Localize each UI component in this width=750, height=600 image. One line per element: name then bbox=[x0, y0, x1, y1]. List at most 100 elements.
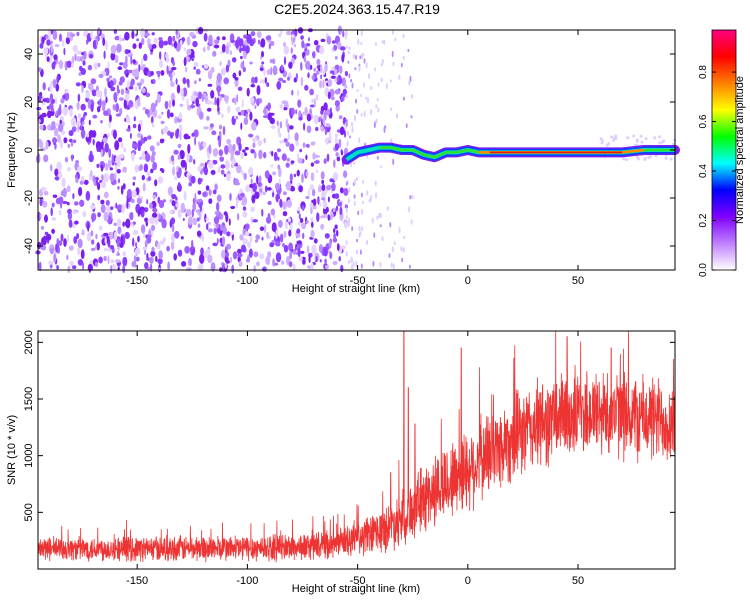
heatmap-cell bbox=[77, 238, 83, 249]
heatmap-cell bbox=[325, 206, 329, 213]
heatmap-cell bbox=[137, 97, 141, 107]
heatmap-cell bbox=[156, 141, 160, 147]
heatmap-cell bbox=[345, 120, 348, 127]
heatmap-cell bbox=[150, 102, 156, 112]
heatmap-cell bbox=[287, 123, 290, 134]
heatmap-cell bbox=[157, 242, 161, 250]
heatmap-cell bbox=[207, 45, 210, 51]
heatmap-cell bbox=[345, 207, 348, 214]
heatmap-cell bbox=[130, 55, 133, 65]
heatmap-cell bbox=[142, 107, 147, 111]
heatmap-cell bbox=[614, 134, 618, 138]
heatmap-cell bbox=[360, 94, 363, 98]
heatmap-cell bbox=[330, 211, 334, 220]
colorbar: 0.0 0.2 0.4 0.6 0.8 Normalized spectral ampl… bbox=[698, 29, 746, 277]
heatmap-cell bbox=[226, 173, 231, 182]
heatmap-cell bbox=[161, 168, 165, 173]
heatmap-cell bbox=[411, 194, 414, 200]
heatmap-cell bbox=[85, 91, 91, 99]
heatmap-cell bbox=[120, 185, 124, 195]
heatmap-cell bbox=[237, 256, 241, 263]
heatmap-cell bbox=[172, 99, 175, 107]
heatmap-cell bbox=[353, 161, 356, 165]
heatmap-cell bbox=[313, 160, 320, 164]
heatmap-cell bbox=[354, 67, 357, 71]
heatmap-cell bbox=[360, 113, 363, 117]
heatmap-cell bbox=[175, 78, 178, 85]
heatmap-cell bbox=[234, 97, 237, 106]
heatmap-cell bbox=[116, 238, 121, 248]
heatmap-cell bbox=[330, 75, 336, 79]
heatmap-cell bbox=[193, 91, 199, 96]
heatmap-cell bbox=[256, 175, 259, 185]
colorbar-ticks: 0.0 0.2 0.4 0.6 0.8 bbox=[698, 65, 736, 277]
heatmap-cell bbox=[172, 60, 175, 67]
heatmap-cell bbox=[306, 113, 312, 122]
heatmap-cell bbox=[295, 109, 298, 115]
figure-title: C2E5.2024.363.15.47.R19 bbox=[274, 1, 440, 17]
heatmap-cell bbox=[167, 261, 171, 271]
heatmap-cell bbox=[281, 153, 287, 161]
heatmap-cell bbox=[150, 168, 154, 174]
heatmap-cell bbox=[249, 111, 253, 121]
heatmap-cell bbox=[126, 198, 129, 209]
heatmap-cell bbox=[625, 158, 629, 162]
heatmap-cell bbox=[124, 93, 130, 101]
heatmap-cell bbox=[309, 104, 316, 108]
heatmap-cell bbox=[144, 32, 150, 37]
heatmap-cell bbox=[75, 82, 81, 87]
heatmap-cell bbox=[210, 170, 216, 175]
heatmap-cell bbox=[230, 149, 235, 156]
heatmap-cell bbox=[54, 44, 60, 48]
heatmap-cell bbox=[380, 165, 383, 169]
heatmap-cell bbox=[347, 198, 350, 203]
heatmap-cell bbox=[268, 43, 271, 50]
heatmap-cell bbox=[39, 188, 43, 197]
heatmap-cell bbox=[254, 76, 258, 84]
heatmap-cell bbox=[256, 261, 260, 267]
heatmap-cell bbox=[77, 259, 84, 266]
heatmap-cell bbox=[107, 159, 112, 167]
heatmap-cell bbox=[271, 222, 277, 233]
heatmap-cell bbox=[269, 242, 275, 248]
heatmap-cell bbox=[298, 185, 304, 193]
heatmap-cell bbox=[132, 123, 137, 129]
heatmap-cell bbox=[80, 249, 85, 260]
heatmap-cell bbox=[136, 38, 140, 42]
heatmap-cell bbox=[71, 154, 74, 162]
heatmap-cell bbox=[140, 224, 146, 234]
heatmap-cell bbox=[101, 174, 104, 181]
heatmap-cell bbox=[126, 188, 132, 199]
heatmap-cell bbox=[74, 53, 77, 62]
heatmap-cell bbox=[283, 107, 288, 111]
heatmap-cell bbox=[180, 202, 185, 212]
heatmap-cell bbox=[130, 80, 134, 88]
heatmap-cell bbox=[72, 265, 77, 270]
heatmap-cell bbox=[240, 152, 244, 160]
heatmap-cell bbox=[180, 88, 184, 97]
heatmap-cell bbox=[259, 188, 263, 193]
heatmap-cell bbox=[329, 251, 333, 259]
heatmap-cell bbox=[118, 34, 122, 43]
heatmap-cell bbox=[256, 85, 261, 96]
heatmap-cell bbox=[77, 93, 81, 103]
heatmap-cell bbox=[117, 178, 121, 184]
heatmap-cell bbox=[127, 49, 131, 53]
heatmap-cell bbox=[225, 160, 230, 170]
heatmap-cell bbox=[164, 100, 169, 110]
snr-x-tick-label: -150 bbox=[126, 575, 148, 587]
heatmap-cell bbox=[141, 37, 145, 46]
heatmap-cell bbox=[119, 62, 124, 66]
heatmap-cell bbox=[217, 87, 220, 97]
heatmap-cell bbox=[216, 202, 220, 212]
heatmap-cell bbox=[92, 39, 96, 49]
heatmap-cell bbox=[72, 44, 78, 53]
heatmap-cell bbox=[170, 92, 176, 102]
heatmap-cell bbox=[266, 82, 270, 87]
heatmap-cell bbox=[80, 68, 87, 75]
heatmap-cell bbox=[96, 163, 100, 168]
heatmap-cell bbox=[122, 61, 128, 69]
heatmap-cell bbox=[270, 66, 273, 76]
heatmap-cell bbox=[113, 222, 117, 226]
heatmap-cell bbox=[190, 104, 196, 109]
